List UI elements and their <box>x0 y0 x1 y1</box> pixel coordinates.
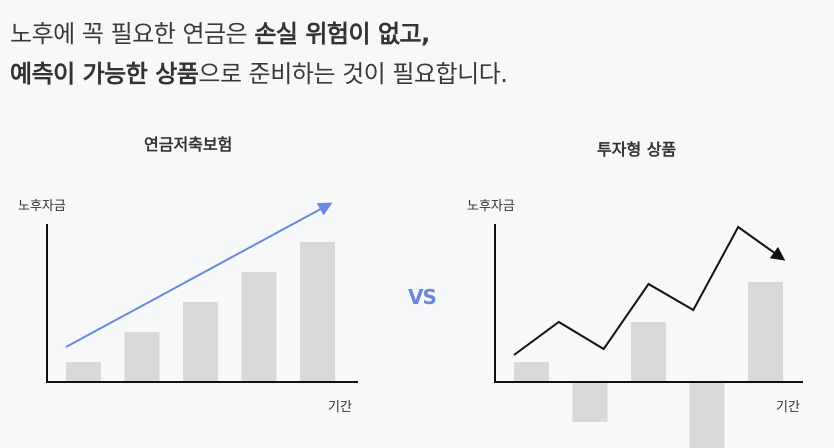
chart-2-bar-5 <box>748 282 783 382</box>
headline-line-1-plain: 노후에 꼭 필요한 연금은 <box>10 20 255 48</box>
headline-line-2-plain: 으로 준비하는 것이 필요합니다. <box>198 60 508 88</box>
chart-2-title: 투자형 상품 <box>597 140 677 159</box>
chart-2-bar-4 <box>689 382 725 448</box>
chart-2-bar-3 <box>631 322 666 382</box>
chart-1-bar-2 <box>124 332 160 382</box>
chart-1-bar-5 <box>300 242 335 382</box>
chart-1-xlabel: 기간 <box>328 400 352 415</box>
chart-1-title: 연금저축보험 <box>144 135 233 154</box>
headline-line-2: 예측이 가능한 상품으로 준비하는 것이 필요합니다. <box>10 54 508 94</box>
chart-2-xlabel: 기간 <box>776 400 800 415</box>
headline-line-1-bold: 손실 위험이 없고, <box>254 20 430 48</box>
chart-2-bar-2 <box>572 382 608 422</box>
vs-label: VS <box>408 285 437 309</box>
headline-line-2-bold: 예측이 가능한 상품 <box>10 60 199 88</box>
chart-2-ylabel: 노후자금 <box>467 199 515 214</box>
chart-1-bar-4 <box>241 272 277 382</box>
headline-line-1: 노후에 꼭 필요한 연금은 손실 위험이 없고, <box>10 14 507 54</box>
chart-2-bar-1 <box>514 362 549 382</box>
chart-1-bar-1 <box>66 362 101 382</box>
chart-1-bar-3 <box>183 302 218 382</box>
headline: 노후에 꼭 필요한 연금은 손실 위험이 없고, 예측이 가능한 상품으로 준비… <box>10 14 508 94</box>
chart-1-ylabel: 노후자금 <box>18 199 66 214</box>
chart-2-trend-line <box>513 225 786 356</box>
chart-1-trend-arrow <box>65 202 333 348</box>
